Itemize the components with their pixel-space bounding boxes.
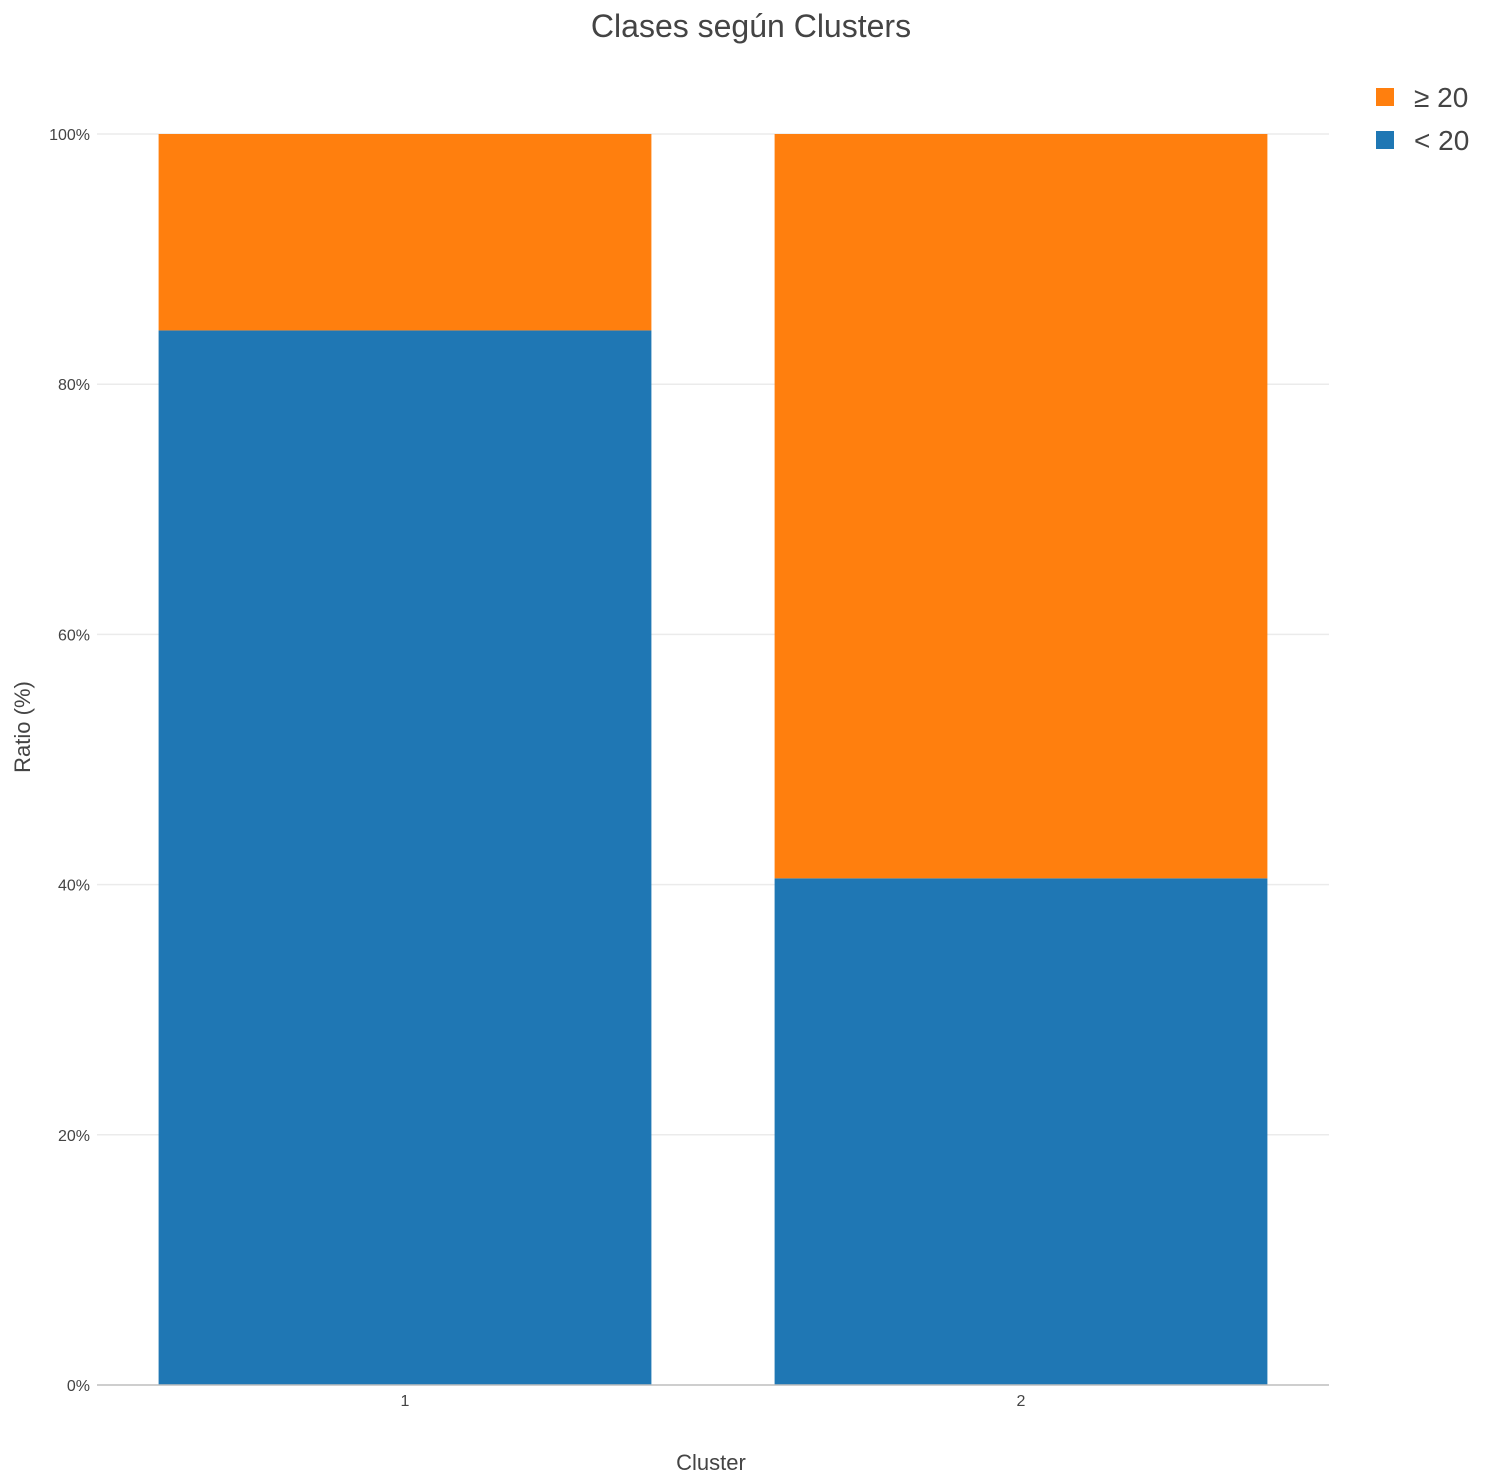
y-tick-label: 60% [58, 627, 90, 644]
y-axis-title: Ratio (%) [10, 681, 35, 773]
legend-label[interactable]: ≥ 20 [1414, 82, 1468, 113]
bar-segment[interactable] [774, 878, 1268, 1385]
bar-segment[interactable] [158, 330, 652, 1386]
y-tick-label: 0% [67, 1378, 90, 1395]
legend: ≥ 20 < 20 [1376, 82, 1469, 156]
x-axis-title: Cluster [676, 1450, 746, 1475]
y-tick-label: 40% [58, 878, 90, 895]
y-tick-label: 100% [49, 127, 90, 144]
legend-label[interactable]: < 20 [1414, 125, 1469, 156]
bars [158, 134, 1268, 1386]
legend-swatch[interactable] [1376, 131, 1394, 149]
chart-title: Clases según Clusters [591, 8, 911, 44]
y-tick-label: 80% [58, 377, 90, 394]
x-tick-label: 2 [1017, 1393, 1026, 1410]
y-axis-ticks: 0% 20% 40% 60% 80% 100% [49, 127, 90, 1395]
legend-swatch[interactable] [1376, 88, 1394, 106]
y-tick-label: 20% [58, 1128, 90, 1145]
x-tick-label: 1 [401, 1393, 410, 1410]
bar-segment[interactable] [774, 134, 1268, 879]
bar-segment[interactable] [158, 134, 652, 331]
